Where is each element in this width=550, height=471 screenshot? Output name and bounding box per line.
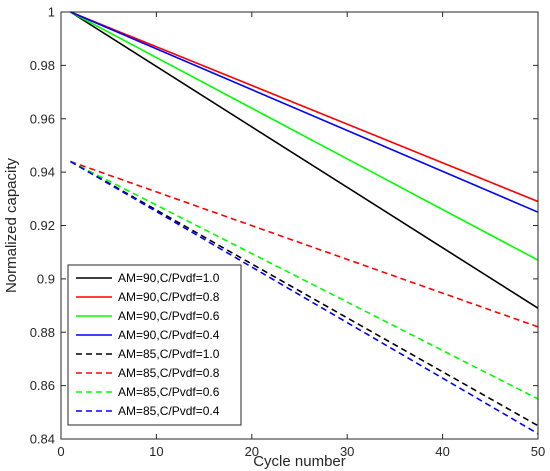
y-tick-label: 0.92: [30, 218, 55, 233]
y-tick-label: 0.98: [30, 58, 55, 73]
series-layer: [70, 11, 539, 435]
y-tick-label: 0.88: [30, 325, 55, 340]
legend-label-2: AM=90,C/Pvdf=0.8: [118, 290, 220, 304]
x-tick-label: 20: [245, 444, 259, 459]
legend-label-6: AM=85,C/Pvdf=0.8: [118, 366, 220, 380]
series-line-7: [70, 160, 539, 400]
series-line-4: [70, 11, 539, 213]
legend-label-1: AM=90,C/Pvdf=1.0: [118, 271, 220, 285]
legend-label-4: AM=90,C/Pvdf=0.4: [118, 328, 220, 342]
legend-label-8: AM=85,C/Pvdf=0.4: [118, 404, 220, 418]
y-tick-label: 0.96: [30, 111, 55, 126]
y-tick-label: 1: [48, 5, 55, 20]
y-tick-label: 0.84: [30, 432, 55, 447]
series-line-2: [70, 11, 539, 203]
legend-label-5: AM=85,C/Pvdf=1.0: [118, 347, 220, 361]
y-axis-title: Normalized capacity: [3, 157, 20, 293]
series-line-6: [70, 160, 539, 328]
y-tick-label: 0.86: [30, 378, 55, 393]
axes-layer: 0 10 20 30 40 50 0.84 0.86 0.88 0.9 0.92 0.94 0.96 0.…: [30, 5, 546, 460]
x-axis-title: Cycle number: [253, 453, 346, 470]
legend-label-3: AM=90,C/Pvdf=0.6: [118, 309, 220, 323]
x-tick-label: 40: [435, 444, 449, 459]
legend: AM=90,C/Pvdf=1.0 AM=90,C/Pvdf=0.8 AM=90,C/…: [67, 264, 242, 426]
x-tick-label: 30: [340, 444, 354, 459]
x-tick-label: 10: [149, 444, 163, 459]
x-tick-label: 0: [57, 444, 64, 459]
series-line-3: [70, 11, 539, 261]
x-tick-label: 50: [531, 444, 545, 459]
legend-box: [67, 264, 242, 426]
y-tick-label: 0.94: [30, 165, 55, 180]
series-line-8: [70, 160, 539, 435]
series-line-1: [70, 11, 539, 309]
y-tick-label: 0.9: [37, 271, 55, 286]
legend-label-7: AM=85,C/Pvdf=0.6: [118, 385, 220, 399]
